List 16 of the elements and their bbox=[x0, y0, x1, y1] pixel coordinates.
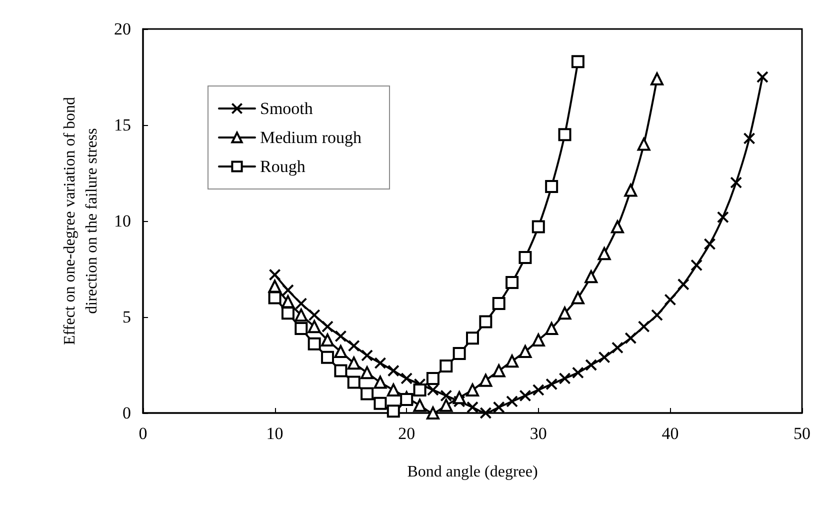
x-tick-label: 10 bbox=[266, 424, 284, 443]
y-tick-label: 15 bbox=[114, 116, 131, 134]
y-tick-label: 0 bbox=[122, 404, 131, 422]
legend-label: Medium rough bbox=[260, 128, 362, 147]
y-tick-label: 5 bbox=[122, 308, 131, 326]
x-tick-label: 40 bbox=[662, 424, 679, 443]
x-tick-label: 20 bbox=[398, 424, 416, 443]
legend-label: Rough bbox=[260, 157, 306, 176]
x-axis-title: Bond angle (degree) bbox=[407, 464, 538, 480]
y-tick-label: 10 bbox=[114, 212, 131, 230]
x-tick-label: 50 bbox=[794, 424, 810, 443]
y-axis-title: Effect on one-degree variation of bond direction on the failure stress bbox=[62, 96, 100, 346]
legend-label: Smooth bbox=[260, 99, 314, 118]
x-tick-label: 30 bbox=[530, 424, 547, 443]
y-tick-label: 20 bbox=[114, 20, 131, 38]
x-tick-label: 0 bbox=[138, 424, 148, 443]
